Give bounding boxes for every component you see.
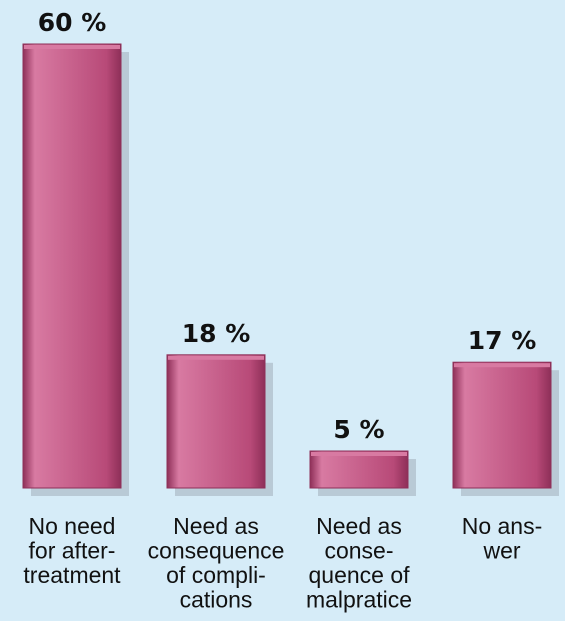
bar-top-highlight xyxy=(454,363,550,368)
bar xyxy=(166,354,266,489)
value-label: 5 % xyxy=(333,415,384,444)
category-label-line: No ans- xyxy=(462,513,543,539)
category-label-line: malpratice xyxy=(306,587,412,613)
category-label-line: consequence xyxy=(148,538,285,564)
bar-top-highlight xyxy=(168,355,264,360)
bar xyxy=(309,450,409,489)
category-label-line: No need xyxy=(29,513,116,539)
value-label: 60 % xyxy=(38,8,107,37)
category-label-line: conse- xyxy=(324,538,393,564)
bars xyxy=(22,43,552,489)
category-label-line: treatment xyxy=(23,562,121,588)
category-label-line: cations xyxy=(180,587,253,613)
value-label: 18 % xyxy=(182,319,251,348)
category-label: Need as conse-quence of malpratice xyxy=(306,513,412,613)
value-labels: 60 % 18 % 5 % 17 % xyxy=(38,8,537,444)
category-label: Need as consequence of compli-cations xyxy=(148,513,285,613)
category-label-line: for after- xyxy=(29,538,116,564)
category-label-line: Need as xyxy=(173,513,259,539)
category-label-line: Need as xyxy=(316,513,402,539)
bar xyxy=(22,43,122,489)
category-label-line: wer xyxy=(482,538,520,564)
category-label-line: quence of xyxy=(308,562,410,588)
category-label: No ans-wer xyxy=(462,513,543,564)
bar-top-highlight xyxy=(311,452,407,456)
bar-top-highlight xyxy=(24,45,120,49)
bar xyxy=(452,361,552,489)
category-label: No need for after-treatment xyxy=(23,513,121,588)
value-label: 17 % xyxy=(468,326,537,355)
category-label-line: of compli- xyxy=(166,562,266,588)
